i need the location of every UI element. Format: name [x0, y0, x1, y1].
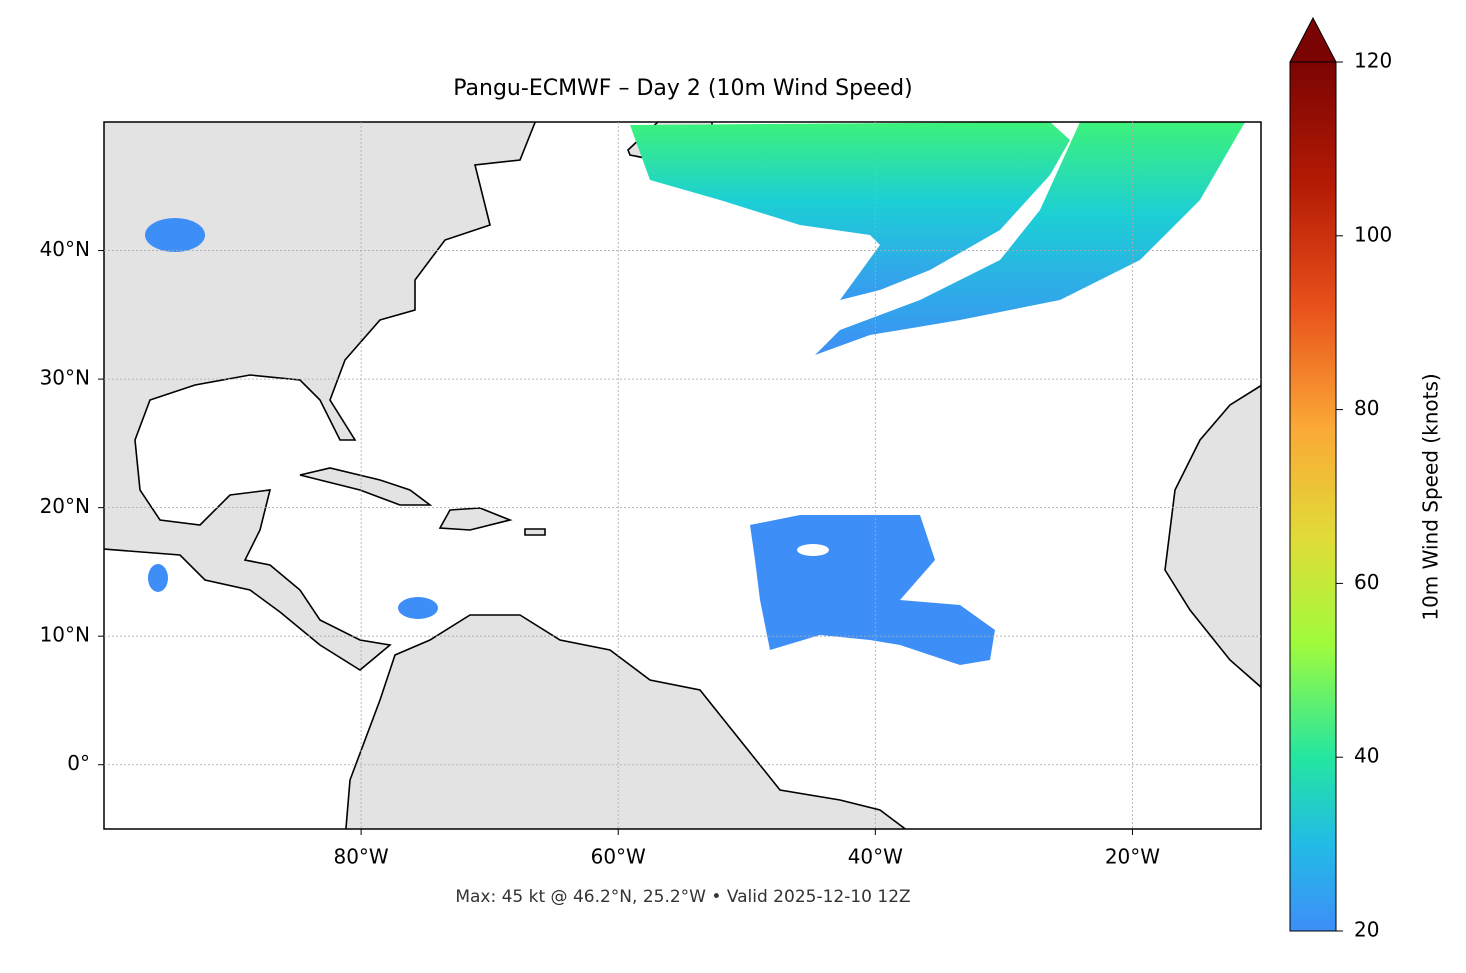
south-america: [345, 614, 907, 829]
y-tick-label: 40°N: [40, 237, 90, 261]
x-tick-label: 40°W: [848, 845, 903, 869]
wind-field: [815, 122, 1245, 355]
y-tick-label: 20°N: [40, 494, 90, 518]
puerto-rico: [524, 528, 546, 536]
colorbar: [1289, 61, 1337, 932]
colorbar-tick-label: 120: [1354, 49, 1392, 73]
x-tick-label: 60°W: [591, 845, 646, 869]
wind-field: [145, 218, 205, 252]
x-tick-label: 80°W: [333, 845, 388, 869]
wind-gap: [797, 544, 829, 556]
y-tick-label: 10°N: [40, 623, 90, 647]
colorbar-tick-label: 20: [1354, 918, 1379, 942]
wind-field: [398, 597, 438, 619]
map-area: [104, 122, 1261, 829]
colorbar-label: 10m Wind Speed (knots): [1419, 373, 1443, 620]
wind-field: [148, 564, 168, 592]
cuba: [299, 467, 433, 506]
wind-field: [750, 515, 995, 665]
hispaniola: [438, 507, 513, 531]
footer: Max: 45 kt @ 46.2°N, 25.2°W • Valid 2025…: [455, 887, 910, 907]
colorbar-tick-label: 60: [1354, 570, 1379, 594]
north-america: [104, 122, 537, 671]
y-tick-label: 0°: [67, 751, 90, 775]
wind-field: [630, 122, 1070, 320]
y-tick-label: 30°N: [40, 366, 90, 390]
colorbar-tick-label: 80: [1354, 396, 1379, 420]
colorbar-extend: [1289, 16, 1337, 63]
colorbar-tick-label: 100: [1354, 222, 1392, 246]
map-frame: [103, 121, 1262, 830]
colorbar-tick-label: 40: [1354, 744, 1379, 768]
africa: [1164, 384, 1261, 689]
x-tick-label: 20°W: [1105, 845, 1160, 869]
chart-title: Pangu-ECMWF – Day 2 (10m Wind Speed): [453, 76, 912, 101]
